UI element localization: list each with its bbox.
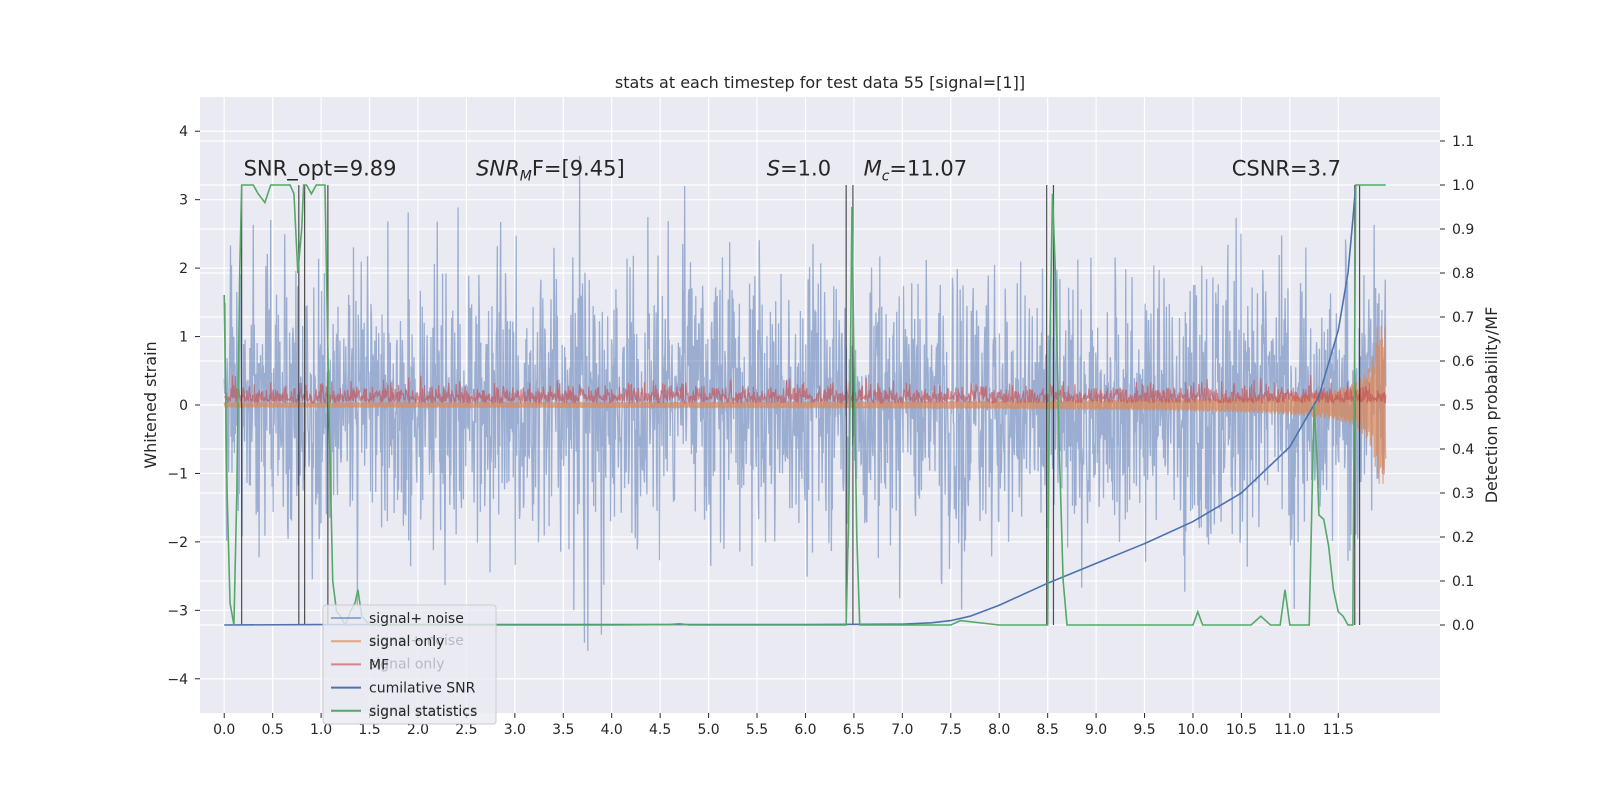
x-tick-label: 2.5 [455, 722, 477, 738]
series-signal-only [223, 325, 1387, 484]
x-tick-label: 4.5 [649, 722, 671, 738]
x-tick-label: 9.5 [1133, 722, 1155, 738]
y-tick-label: −2 [167, 535, 188, 551]
y2-tick-label: 1.1 [1452, 134, 1474, 150]
x-tick-label: 5.5 [746, 722, 768, 738]
x-tick-label: 1.5 [358, 722, 380, 738]
x-tick-label: 8.0 [988, 722, 1010, 738]
y-tick-label: 4 [179, 124, 188, 140]
x-tick-label: 2.0 [407, 722, 429, 738]
y2-tick-label: 0.8 [1452, 266, 1474, 282]
legend-label-3: cumilative SNR [369, 681, 476, 697]
legend-ghost-text-1: signal only [369, 656, 444, 672]
x-tick-label: 7.0 [891, 722, 913, 738]
chart-title: stats at each timestep for test data 55 … [615, 73, 1025, 92]
y-tick-label: −4 [167, 672, 188, 688]
y-tick-label: 1 [179, 330, 188, 346]
x-tick-label: 5.0 [697, 722, 719, 738]
annotation-0: SNR_opt=9.89 [244, 157, 397, 182]
x-tick-label: 8.5 [1037, 722, 1059, 738]
y-tick-label: 0 [179, 398, 188, 414]
y-tick-label: 2 [179, 261, 188, 277]
legend-label-1: signal only [369, 634, 444, 650]
x-tick-label: 6.5 [843, 722, 865, 738]
series-signal-statistics [223, 184, 1386, 627]
legend-ghost-text-0: signal+ noise [369, 633, 464, 649]
x-tick-label: 11.5 [1323, 722, 1354, 738]
x-tick-label: 11.0 [1274, 722, 1305, 738]
y-tick-label: −1 [167, 466, 188, 482]
x-tick-label: 3.5 [552, 722, 574, 738]
x-tick-label: 9.0 [1085, 722, 1107, 738]
x-tick-label: 1.0 [310, 722, 332, 738]
legend-label-2: MF [369, 657, 389, 673]
y-tick-label: −3 [167, 603, 188, 619]
x-tick-label: 6.0 [794, 722, 816, 738]
legend-label-4: signal statistics [369, 704, 477, 720]
legend-label-0: signal+ noise [369, 611, 464, 627]
y2-tick-label: 0.9 [1452, 222, 1474, 238]
series-signal-noise [223, 155, 1387, 651]
y2-tick-label: 0.6 [1452, 354, 1474, 370]
y-tick-label: 3 [179, 193, 188, 209]
legend-box [322, 604, 497, 725]
x-tick-label: 0.5 [262, 722, 284, 738]
y2-tick-label: 0.3 [1452, 486, 1474, 502]
annotation-2: S=1.0 [767, 157, 831, 181]
y2-tick-label: 1.0 [1452, 178, 1474, 194]
y2-tick-label: 0.4 [1452, 442, 1474, 458]
annotation-3: Mc=11.07 [864, 157, 968, 185]
series-mf [224, 375, 1387, 405]
legend-ghost-text-2: signal statistics [369, 703, 477, 719]
y2-tick-label: 0.0 [1452, 618, 1474, 634]
annotation-4: CSNR=3.7 [1232, 157, 1341, 181]
annotation-1: SNRMF=[9.45] [476, 157, 625, 185]
y2-tick-label: 0.2 [1452, 530, 1474, 546]
x-tick-label: 7.5 [940, 722, 962, 738]
y2-tick-label: 0.1 [1452, 574, 1474, 590]
y-axis-title: Whitened strain [141, 341, 160, 468]
y2-axis-title: Detection probability/MF [1482, 307, 1501, 504]
x-tick-label: 10.0 [1177, 722, 1208, 738]
x-tick-label: 4.0 [601, 722, 623, 738]
y2-tick-label: 0.5 [1452, 398, 1474, 414]
x-tick-label: 3.0 [504, 722, 526, 738]
y2-tick-label: 0.7 [1452, 310, 1474, 326]
x-tick-label: 0.0 [213, 722, 235, 738]
x-tick-label: 10.5 [1226, 722, 1257, 738]
